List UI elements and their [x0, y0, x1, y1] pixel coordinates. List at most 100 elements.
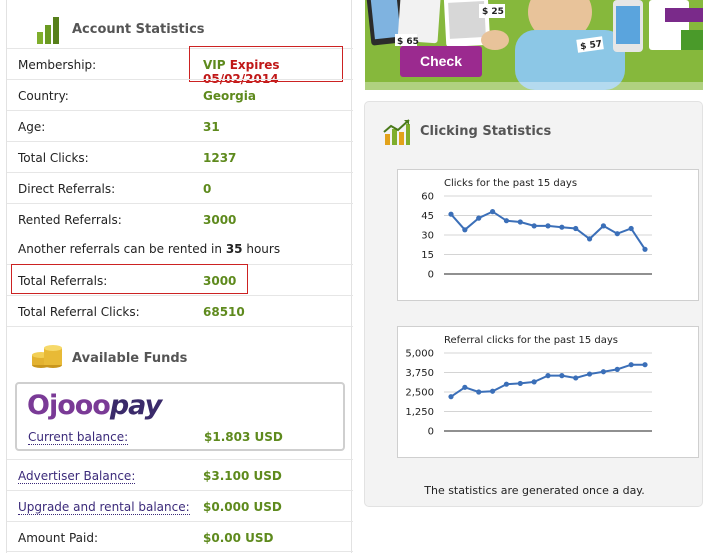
- data-point: [531, 379, 537, 385]
- rented-referrals-label: Rented Referrals:: [18, 213, 122, 227]
- price-tag-2: $ 25: [482, 7, 504, 17]
- available-funds-title: Available Funds: [72, 351, 188, 366]
- data-point: [586, 371, 593, 377]
- current-balance-value: $1.803 USD: [204, 430, 283, 444]
- current-balance-label[interactable]: Current balance:: [28, 430, 129, 445]
- referral-clicks-chart-svg: Referral clicks for the past 15 days 0 1,2…: [405, 335, 652, 438]
- total-clicks-row: Total Clicks: 1237: [7, 141, 353, 172]
- amount-paid-row: Amount Paid: $0.00 USD: [7, 521, 353, 552]
- ojoopay-balance-card: Ojooopay Current balance: $1.803 USD: [15, 382, 345, 451]
- data-point: [489, 209, 496, 215]
- country-row: Country: Georgia: [7, 79, 353, 110]
- data-point: [545, 373, 551, 379]
- direct-referrals-value: 0: [203, 182, 212, 196]
- direct-referrals-row: Direct Referrals: 0: [7, 172, 353, 203]
- rented-referrals-row: Rented Referrals: 3000: [7, 203, 353, 234]
- data-point: [503, 381, 510, 387]
- upgrade-balance-row: Upgrade and rental balance: $0.000 USD: [7, 490, 353, 521]
- membership-highlight-box: [189, 46, 343, 82]
- total-clicks-value: 1237: [203, 151, 237, 165]
- direct-referrals-label: Direct Referrals:: [18, 182, 116, 196]
- y-tick-label: 2,500: [405, 388, 434, 399]
- clicking-statistics-title: Clicking Statistics: [420, 124, 552, 139]
- rent-note: Another referrals can be rented in 35 ho…: [18, 242, 280, 256]
- data-point: [517, 219, 523, 225]
- rent-note-hours: 35: [225, 242, 243, 256]
- advertiser-balance-label[interactable]: Advertiser Balance:: [18, 469, 136, 484]
- data-point: [448, 211, 454, 217]
- total-clicks-label: Total Clicks:: [18, 151, 89, 165]
- data-point: [600, 369, 607, 375]
- data-point: [448, 394, 454, 400]
- y-tick-label: 30: [421, 231, 434, 242]
- line-chart-icon: [383, 119, 410, 145]
- age-value: 31: [203, 120, 220, 134]
- clicks-chart: Clicks for the past 15 days 0 15 30 45 60: [397, 169, 699, 301]
- amount-paid-value: $0.00 USD: [203, 531, 274, 545]
- account-statistics-title: Account Statistics: [72, 22, 205, 37]
- left-column: Account Statistics Membership: VIP Expir…: [6, 0, 353, 553]
- country-value: Georgia: [203, 89, 256, 103]
- advertiser-balance-row: Advertiser Balance: $3.100 USD: [7, 459, 353, 490]
- y-tick-label: 1,250: [405, 407, 434, 418]
- vip-badge: VIP: [203, 58, 226, 72]
- advertiser-balance-value: $3.100 USD: [203, 469, 282, 483]
- clicks-chart-svg: Clicks for the past 15 days 0 15 30 45 60: [421, 178, 652, 281]
- ojoopay-logo: Ojooopay: [27, 390, 162, 421]
- data-point: [573, 225, 579, 232]
- total-referral-clicks-label: Total Referral Clicks:: [18, 305, 140, 319]
- total-referral-clicks-row: Total Referral Clicks: 68510: [7, 295, 353, 326]
- data-point: [476, 215, 482, 221]
- total-referral-clicks-value: 68510: [203, 305, 245, 319]
- price-tag-1: $ 65: [397, 37, 419, 47]
- total-referrals-value: 3000: [203, 274, 237, 288]
- amount-paid-label: Amount Paid:: [18, 531, 99, 545]
- data-point: [628, 362, 634, 368]
- age-label: Age:: [18, 120, 46, 134]
- data-point: [614, 231, 620, 237]
- country-label: Country:: [18, 89, 69, 103]
- data-point: [642, 362, 648, 368]
- rented-referrals-value: 3000: [203, 213, 237, 227]
- membership-label: Membership:: [18, 58, 97, 72]
- data-point: [614, 366, 620, 372]
- available-funds-header: Available Funds: [7, 326, 353, 374]
- upgrade-balance-label[interactable]: Upgrade and rental balance:: [18, 500, 190, 515]
- data-point: [545, 223, 551, 229]
- rent-note-prefix: Another referrals can be rented in: [18, 242, 222, 256]
- statistics-footnote: The statistics are generated once a day.: [424, 484, 645, 497]
- y-tick-label: 45: [421, 211, 434, 222]
- data-point: [503, 218, 510, 224]
- data-point: [559, 373, 565, 379]
- data-point: [573, 375, 579, 381]
- y-tick-label: 15: [421, 250, 434, 261]
- y-tick-label: 60: [421, 192, 434, 203]
- chart-title: Referral clicks for the past 15 days: [444, 335, 618, 346]
- data-point: [531, 223, 537, 229]
- total-referrals-label: Total Referrals:: [18, 274, 108, 288]
- data-point: [586, 236, 593, 242]
- data-point: [628, 225, 634, 232]
- data-point: [600, 223, 607, 229]
- bar-chart-icon: [37, 17, 59, 44]
- y-tick-label: 0: [428, 270, 434, 281]
- chart-title: Clicks for the past 15 days: [444, 178, 577, 189]
- total-referrals-highlight-box: [11, 264, 248, 294]
- data-point: [559, 224, 565, 230]
- clicking-statistics-panel: Clicking Statistics Clicks for the past …: [364, 101, 703, 507]
- coins-icon: [32, 345, 62, 368]
- check-button[interactable]: Check: [400, 46, 482, 77]
- age-row: Age: 31: [7, 110, 353, 141]
- rent-note-row: Another referrals can be rented in 35 ho…: [7, 233, 353, 264]
- data-point: [489, 388, 496, 394]
- rent-note-suffix: hours: [246, 242, 281, 256]
- price-tag-3: $ 57: [580, 39, 603, 52]
- data-point: [517, 380, 523, 387]
- y-tick-label: 0: [428, 427, 434, 438]
- data-point: [462, 227, 468, 233]
- data-point: [642, 246, 648, 252]
- y-tick-label: 5,000: [405, 349, 434, 360]
- data-point: [476, 389, 482, 395]
- y-tick-label: 3,750: [405, 368, 434, 379]
- account-statistics-header: Account Statistics: [7, 0, 353, 48]
